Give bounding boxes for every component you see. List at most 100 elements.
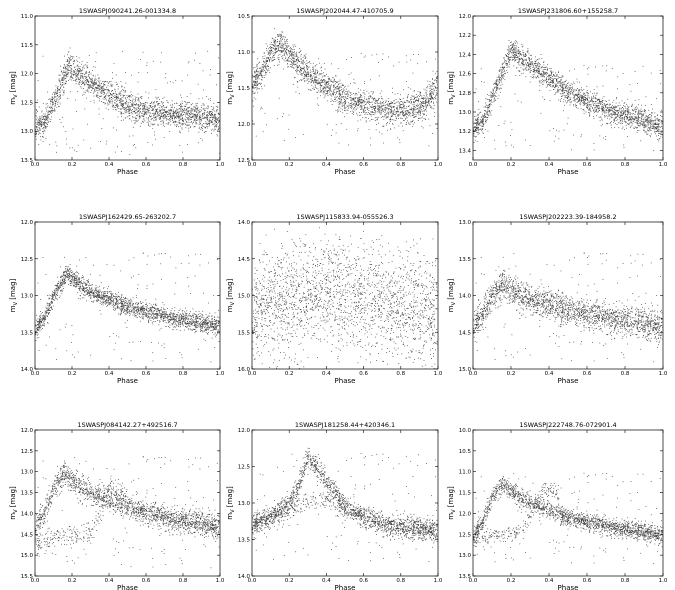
data-point [193, 109, 195, 110]
data-point [349, 103, 351, 105]
data-point [279, 45, 281, 47]
data-point [128, 108, 129, 110]
data-point [269, 44, 271, 46]
data-point [393, 109, 395, 111]
data-point [69, 67, 71, 68]
data-point [179, 132, 181, 134]
data-point [121, 86, 123, 88]
data-point [422, 105, 424, 106]
data-point [322, 93, 324, 95]
data-point [106, 93, 107, 95]
data-point [175, 110, 176, 112]
data-point [407, 101, 409, 103]
data-point [316, 87, 317, 89]
data-point [293, 61, 294, 62]
data-point [384, 112, 386, 113]
data-point [197, 108, 198, 109]
data-point [429, 86, 431, 87]
data-point [409, 108, 411, 110]
data-point [573, 100, 575, 102]
data-point [358, 103, 360, 105]
data-point [395, 117, 397, 119]
data-point [129, 106, 131, 107]
data-point [255, 79, 257, 80]
data-point [202, 113, 204, 115]
data-point [286, 45, 287, 47]
data-point [212, 117, 214, 119]
data-point [306, 74, 307, 76]
data-point [313, 73, 314, 74]
data-point [256, 69, 258, 71]
data-point [203, 126, 205, 127]
data-point [88, 72, 90, 73]
data-point [202, 104, 204, 106]
data-point [436, 128, 438, 129]
data-point [273, 47, 275, 49]
data-point [68, 65, 70, 67]
data-point [423, 102, 425, 104]
data-point [252, 76, 254, 78]
data-point [308, 73, 309, 75]
data-point [203, 123, 204, 124]
data-point [43, 124, 44, 126]
data-point [500, 76, 502, 78]
data-point [415, 109, 416, 111]
data-point [257, 58, 259, 60]
data-point [88, 75, 89, 77]
data-point [190, 93, 192, 95]
data-point [42, 118, 44, 120]
data-point [36, 109, 37, 110]
data-point [381, 110, 383, 112]
data-point [433, 83, 435, 84]
data-point [182, 123, 184, 125]
data-point [385, 102, 386, 103]
data-point [174, 121, 176, 123]
data-point [328, 79, 330, 80]
data-point [612, 112, 614, 114]
data-point [325, 81, 327, 83]
data-point [343, 97, 345, 99]
data-point [126, 95, 128, 97]
data-point [387, 108, 389, 109]
data-point [305, 72, 307, 73]
data-point [436, 76, 438, 78]
data-point [298, 69, 300, 71]
data-point [425, 104, 427, 106]
data-point [65, 80, 67, 82]
data-point [61, 80, 63, 81]
data-point [330, 89, 332, 91]
data-point [319, 73, 321, 75]
data-point [274, 59, 276, 60]
data-point [51, 111, 53, 113]
data-point [175, 102, 177, 104]
data-point [497, 98, 499, 99]
data-point [146, 113, 148, 115]
data-point [160, 112, 161, 114]
data-point [163, 109, 165, 110]
data-point [421, 102, 423, 104]
data-point [378, 98, 380, 99]
data-point [175, 117, 177, 119]
data-point [214, 113, 215, 115]
data-point [413, 110, 414, 112]
data-point [417, 112, 418, 113]
data-point [149, 125, 151, 127]
data-point [81, 84, 82, 85]
data-point [390, 102, 392, 104]
data-point [339, 89, 340, 91]
data-point [81, 63, 82, 65]
data-point [388, 114, 390, 116]
data-point [354, 93, 356, 94]
data-point [42, 131, 43, 132]
data-point [136, 97, 138, 98]
data-point [204, 126, 206, 128]
data-point [423, 113, 425, 115]
data-point [41, 115, 43, 117]
data-point [586, 103, 587, 104]
data-point [400, 111, 402, 112]
data-point [141, 103, 143, 105]
data-point [422, 127, 424, 129]
data-point [202, 113, 203, 114]
data-point [44, 130, 46, 132]
data-point [92, 84, 94, 86]
